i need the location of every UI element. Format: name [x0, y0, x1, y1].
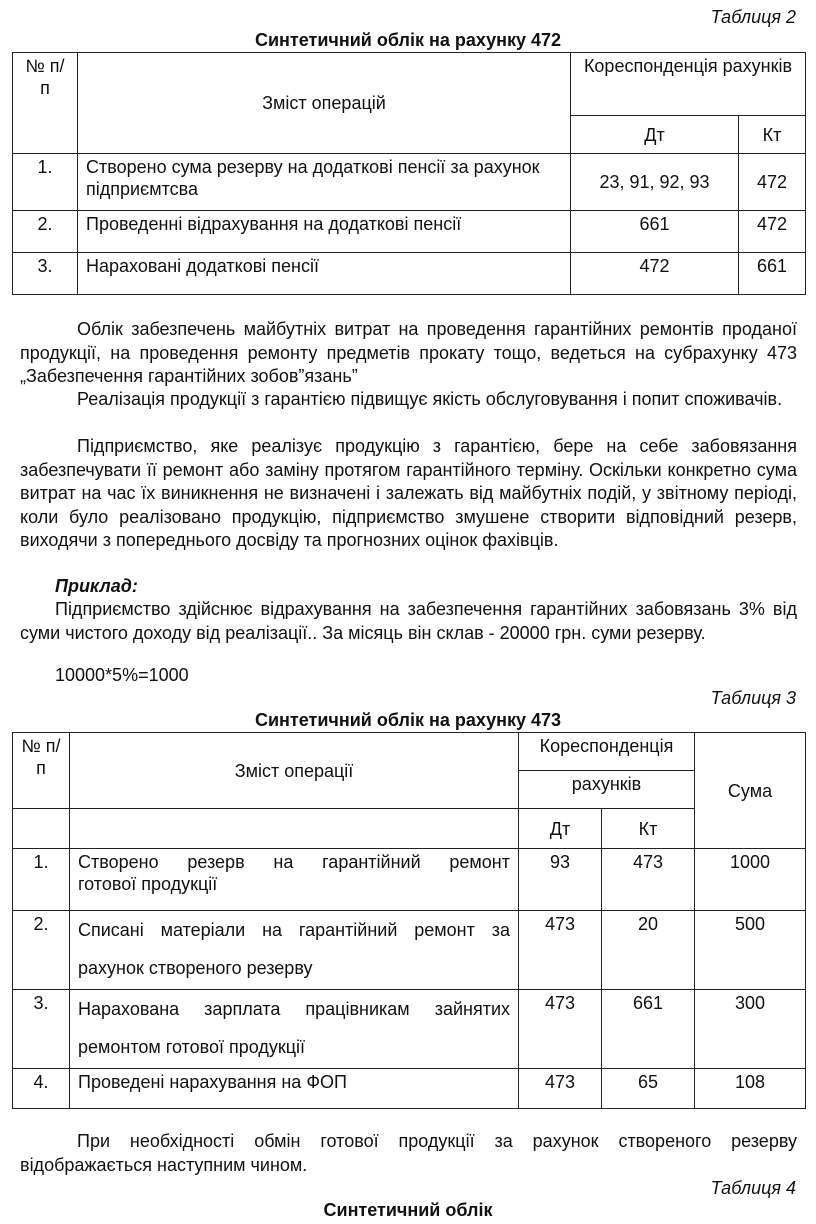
table-row: 4. Проведені нарахування на ФОП 473 65 1… [12, 1068, 806, 1109]
table-473: № п/ п Зміст операції Кореспонденція Сум… [12, 732, 806, 1109]
example-heading: Приклад: [55, 576, 138, 596]
example-formula: 10000*5%=1000 [55, 665, 189, 685]
header-kt: Кт [601, 808, 695, 849]
paragraph: Реалізація продукції з гарантією підвищу… [77, 389, 783, 409]
header-sum: Сума [694, 732, 806, 849]
header-dt: Дт [518, 808, 602, 849]
header-correspondence: Кореспонденція рахунків [570, 52, 806, 116]
paragraph: Облік забезпечень майбутніх витрат на пр… [20, 319, 797, 386]
header-content: Зміст операції [69, 732, 519, 809]
header-content: Зміст операцій [77, 52, 571, 154]
closing-paragraph: При необхідності обмін готової продукції… [20, 1131, 797, 1175]
table3-caption: Таблиця 3 [710, 688, 796, 708]
table4-caption: Таблиця 4 [710, 1178, 796, 1198]
header-num: № п/п [12, 52, 78, 154]
header-kt: Кт [738, 115, 806, 154]
table3-title: Синтетичний облік на рахунку 473 [254, 710, 562, 730]
table-row: 2. Проведенні відрахування на додаткові … [12, 210, 806, 253]
table-row: 3. Нарахована зарплата працівникам зайня… [12, 989, 806, 1069]
table-472: № п/п Зміст операцій Кореспонденція раху… [12, 52, 806, 295]
header-correspondence-2: рахунків [518, 770, 695, 809]
table4-title: Синтетичний облік [323, 1200, 493, 1220]
table-row: 1. Створено резерв на гарантійний ремонт… [12, 848, 806, 911]
table-row: 2. Списані матеріали на гарантійний ремо… [12, 910, 806, 990]
example-text: Підприємство здійснює відрахування на за… [20, 599, 797, 643]
header-num: № п/ п [12, 732, 70, 809]
table-row: 1. Створено сума резерву на додаткові пе… [12, 153, 806, 211]
header-correspondence-1: Кореспонденція [518, 732, 695, 771]
paragraph: Підприємство, яке реалізує продукцію з г… [20, 436, 797, 550]
table2-title: Синтетичний облік на рахунку 472 [254, 30, 562, 50]
table-row: 3. Нараховані додаткові пенсії 472 661 [12, 252, 806, 295]
table2-caption: Таблиця 2 [710, 7, 796, 27]
header-dt: Дт [570, 115, 739, 154]
